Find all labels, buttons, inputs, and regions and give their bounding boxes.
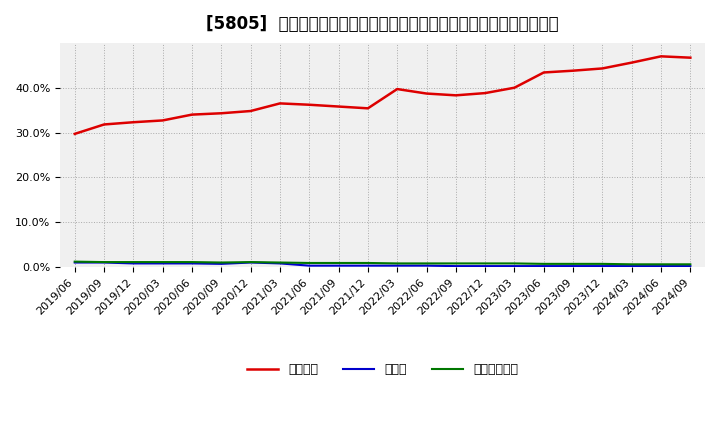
自己資本 <box>451 93 460 98</box>
のれん <box>686 264 695 269</box>
のれん <box>657 264 665 269</box>
自己資本 <box>334 104 343 109</box>
のれん <box>393 263 402 268</box>
繰延税金資産 <box>569 261 577 267</box>
Line: 自己資本: 自己資本 <box>75 56 690 134</box>
自己資本 <box>71 131 79 136</box>
繰延税金資産 <box>71 259 79 264</box>
のれん <box>276 261 284 266</box>
のれん <box>539 264 548 269</box>
自己資本 <box>158 118 167 123</box>
のれん <box>627 264 636 269</box>
繰延税金資産 <box>246 260 255 265</box>
繰延税金資産 <box>539 261 548 267</box>
のれん <box>188 261 197 266</box>
繰延税金資産 <box>510 261 519 266</box>
のれん <box>100 260 109 265</box>
自己資本 <box>481 91 490 96</box>
Line: 繰延税金資産: 繰延税金資産 <box>75 262 690 264</box>
自己資本 <box>510 85 519 90</box>
繰延税金資産 <box>627 262 636 267</box>
のれん <box>569 264 577 269</box>
繰延税金資産 <box>598 261 607 267</box>
のれん <box>129 261 138 266</box>
のれん <box>451 264 460 269</box>
のれん <box>422 263 431 268</box>
のれん <box>510 264 519 269</box>
繰延税金資産 <box>276 260 284 265</box>
のれん <box>305 263 314 268</box>
自己資本 <box>422 91 431 96</box>
自己資本 <box>569 68 577 73</box>
繰延税金資産 <box>657 262 665 267</box>
Line: のれん: のれん <box>75 263 690 266</box>
繰延税金資産 <box>422 261 431 266</box>
のれん <box>246 260 255 265</box>
Title: [5805]  自己資本、のれん、繰延税金資産の総資産に対する比率の推移: [5805] 自己資本、のれん、繰延税金資産の総資産に対する比率の推移 <box>206 15 559 33</box>
のれん <box>217 261 225 267</box>
繰延税金資産 <box>393 261 402 266</box>
繰延税金資産 <box>217 260 225 265</box>
のれん <box>334 263 343 268</box>
繰延税金資産 <box>158 260 167 265</box>
繰延税金資産 <box>100 260 109 265</box>
のれん <box>364 263 372 268</box>
自己資本 <box>598 66 607 71</box>
Legend: 自己資本, のれん, 繰延税金資産: 自己資本, のれん, 繰延税金資産 <box>242 359 523 381</box>
繰延税金資産 <box>481 261 490 266</box>
自己資本 <box>539 70 548 75</box>
自己資本 <box>276 101 284 106</box>
繰延税金資産 <box>129 260 138 265</box>
のれん <box>71 260 79 265</box>
繰延税金資産 <box>334 260 343 266</box>
自己資本 <box>305 102 314 107</box>
自己資本 <box>129 120 138 125</box>
のれん <box>158 261 167 266</box>
繰延税金資産 <box>305 260 314 266</box>
自己資本 <box>393 86 402 92</box>
繰延税金資産 <box>188 260 197 265</box>
繰延税金資産 <box>364 260 372 266</box>
自己資本 <box>657 54 665 59</box>
繰延税金資産 <box>686 262 695 267</box>
自己資本 <box>686 55 695 60</box>
自己資本 <box>217 110 225 116</box>
自己資本 <box>100 122 109 127</box>
繰延税金資産 <box>451 261 460 266</box>
自己資本 <box>627 60 636 65</box>
自己資本 <box>364 106 372 111</box>
自己資本 <box>188 112 197 117</box>
自己資本 <box>246 108 255 114</box>
のれん <box>481 264 490 269</box>
のれん <box>598 264 607 269</box>
